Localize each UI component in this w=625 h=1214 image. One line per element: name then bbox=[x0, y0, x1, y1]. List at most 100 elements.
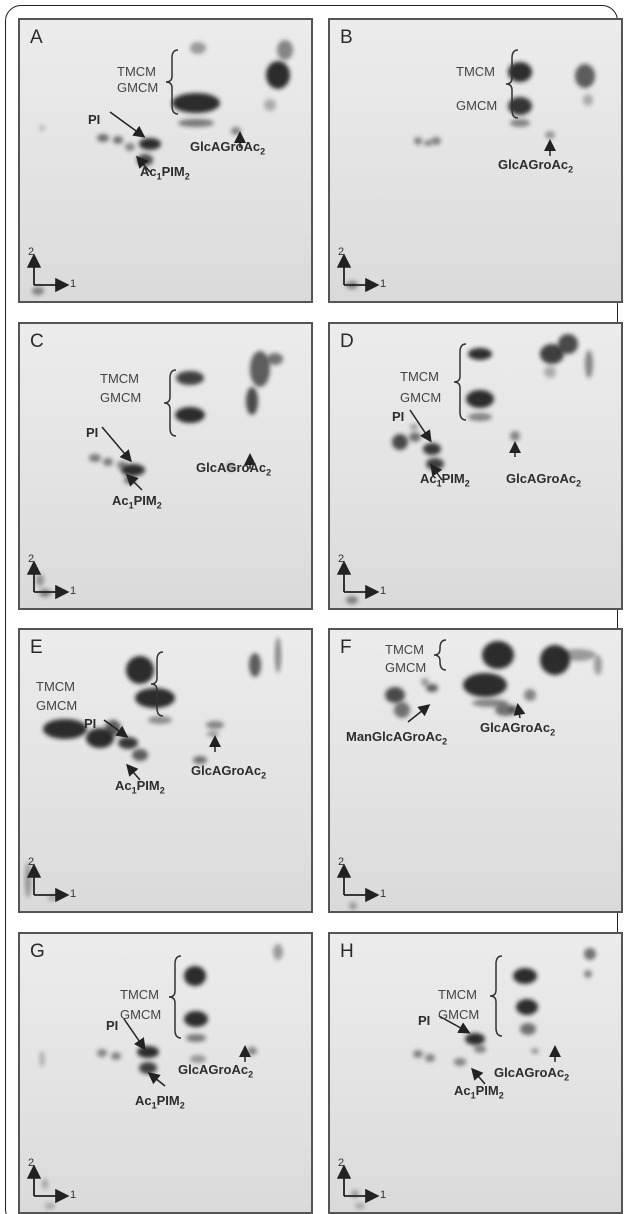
subscript: 2 bbox=[498, 1090, 504, 1101]
lipid-spot bbox=[495, 704, 515, 716]
tlc-plate bbox=[336, 639, 602, 910]
axis-1-label: 1 bbox=[70, 278, 77, 290]
lipid-spot bbox=[584, 948, 596, 960]
glcagroac2-label: GlcAGroAc2 bbox=[494, 1065, 570, 1083]
annotation-arrow bbox=[136, 155, 151, 173]
tlc-plate bbox=[336, 49, 595, 293]
subscript: 2 bbox=[156, 500, 162, 511]
tlc-plate bbox=[26, 944, 283, 1209]
lipid-spot bbox=[466, 390, 494, 408]
tlc-plate bbox=[336, 948, 596, 1209]
lipid-spot bbox=[394, 702, 410, 718]
axis-2-label: 2 bbox=[338, 1157, 345, 1169]
panel-g: G TMCM GMCM PI Ac1PIM2 GlcAGroAc2 2 1 bbox=[18, 932, 313, 1214]
lipid-spot bbox=[267, 353, 283, 365]
panel-b: B TMCM GMCM GlcAGroAc2 2 1 bbox=[328, 18, 623, 303]
lipid-spot bbox=[186, 1034, 206, 1042]
tmcm-label: TMCM bbox=[385, 642, 424, 657]
lipid-spot bbox=[250, 351, 270, 387]
axis-1-label: 1 bbox=[380, 278, 387, 290]
subscript: 2 bbox=[568, 164, 574, 175]
brace bbox=[505, 49, 519, 119]
tlc-plate bbox=[336, 334, 593, 604]
lipid-spot bbox=[463, 673, 507, 697]
lipid-spot bbox=[45, 1203, 55, 1209]
lipid-spot bbox=[132, 749, 148, 761]
lipid-spot bbox=[560, 649, 596, 661]
brace bbox=[168, 955, 182, 1039]
lipid-spot bbox=[193, 756, 207, 764]
gmcm-label: GMCM bbox=[117, 80, 159, 95]
lipid-spot bbox=[508, 62, 532, 82]
lipid-spot bbox=[207, 731, 219, 737]
gmcm-label: GMCM bbox=[385, 660, 427, 675]
axis-1-label: 1 bbox=[380, 585, 387, 597]
lipid-spot bbox=[89, 454, 101, 462]
tmcm-label: TMCM bbox=[456, 64, 495, 79]
axis-2-label: 2 bbox=[338, 553, 345, 565]
lipid-spot bbox=[111, 1052, 121, 1060]
lipid-spot bbox=[126, 656, 154, 684]
tmcm-label: TMCM bbox=[400, 369, 439, 384]
axis-2-label: 2 bbox=[28, 553, 35, 565]
lipid-spot bbox=[392, 434, 408, 450]
gmcm-label: GMCM bbox=[438, 1007, 480, 1022]
subscript: 1 bbox=[470, 1090, 476, 1101]
lipid-spot bbox=[175, 407, 205, 423]
gmcm-label: GMCM bbox=[120, 1007, 162, 1022]
lipid-spot bbox=[266, 61, 290, 89]
lipid-spot bbox=[190, 1055, 206, 1063]
lipid-spot bbox=[508, 97, 532, 115]
subscript: 2 bbox=[464, 478, 470, 489]
glcagroac2-label: GlcAGroAc2 bbox=[506, 471, 582, 489]
lipid-spot bbox=[544, 366, 556, 378]
pi-label: PI bbox=[418, 1013, 431, 1028]
lipid-spot bbox=[264, 99, 276, 111]
lipid-spot bbox=[513, 968, 537, 984]
pi-label: PI bbox=[88, 112, 101, 127]
lipid-spot bbox=[176, 371, 204, 385]
annotation-arrow bbox=[147, 1072, 166, 1087]
subscript: 2 bbox=[184, 171, 190, 182]
lipid-spot bbox=[206, 721, 224, 729]
axis-2-label: 2 bbox=[28, 856, 35, 868]
lipid-spot bbox=[349, 902, 357, 910]
lipid-spot bbox=[139, 138, 161, 150]
ac1pim2-label: Ac1PIM2 bbox=[140, 164, 190, 182]
axis-1-label: 1 bbox=[380, 888, 387, 900]
axis-1-label: 1 bbox=[70, 585, 77, 597]
lipid-spot bbox=[178, 119, 214, 127]
panel-letter: B bbox=[340, 27, 353, 48]
gmcm-label: GMCM bbox=[36, 698, 78, 713]
lipid-spot bbox=[385, 687, 405, 703]
lipid-spot bbox=[346, 596, 358, 604]
lipid-spot bbox=[421, 678, 429, 686]
glcagroac2-label: GlcAGroAc2 bbox=[196, 460, 272, 478]
panel-d: D TMCM GMCM PI Ac1PIM2 GlcAGroAc2 2 1 bbox=[328, 322, 623, 610]
tmcm-label: TMCM bbox=[438, 987, 477, 1002]
brace bbox=[150, 651, 164, 717]
lipid-spot bbox=[184, 966, 206, 986]
lipid-spot bbox=[184, 1011, 208, 1027]
lipid-spot bbox=[424, 140, 432, 146]
brace bbox=[165, 49, 179, 115]
lipid-spot bbox=[137, 1046, 159, 1058]
lipid-spot bbox=[117, 461, 127, 469]
annotation-arrow bbox=[471, 1067, 486, 1085]
annotation-arrow bbox=[109, 111, 146, 138]
tmcm-label: TMCM bbox=[100, 371, 139, 386]
annotation-arrow bbox=[513, 703, 526, 719]
panel-letter: G bbox=[30, 941, 45, 962]
panel-h: H TMCM GMCM PI Ac1PIM2 GlcAGroAc2 2 1 bbox=[328, 932, 623, 1214]
lipid-spot bbox=[426, 458, 444, 470]
subscript: 2 bbox=[266, 467, 272, 478]
axis-2-label: 2 bbox=[28, 1157, 35, 1169]
subscript: 2 bbox=[260, 146, 266, 157]
gmcm-label: GMCM bbox=[456, 98, 498, 113]
tmcm-label: TMCM bbox=[36, 679, 75, 694]
lipid-spot bbox=[465, 1033, 485, 1045]
pi-label: PI bbox=[84, 716, 97, 731]
lipid-spot bbox=[583, 94, 593, 106]
brace bbox=[453, 343, 467, 421]
